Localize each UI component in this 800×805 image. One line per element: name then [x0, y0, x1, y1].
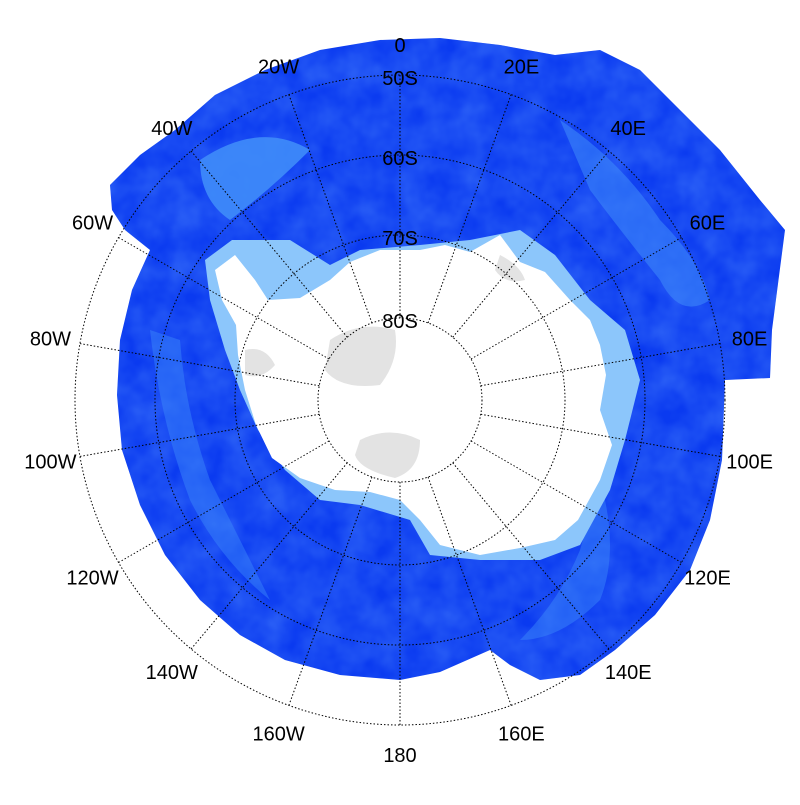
longitude-label: 20W: [258, 56, 299, 78]
latitude-label: 70S: [382, 228, 418, 250]
longitude-label: 80E: [732, 328, 768, 350]
graticule: [74, 74, 726, 726]
longitude-label: 140W: [146, 662, 198, 684]
longitude-label: 120W: [66, 568, 118, 590]
longitude-label: 180: [383, 745, 416, 767]
latitude-circle-70s: [234, 234, 566, 566]
longitude-label: 100W: [24, 452, 76, 474]
longitude-label: 40E: [610, 118, 646, 140]
longitude-label: 0: [394, 35, 405, 57]
longitude-label: 40W: [151, 118, 192, 140]
longitude-label: 60W: [72, 213, 113, 235]
longitude-label: 140E: [605, 662, 652, 684]
longitude-label: 20E: [504, 56, 540, 78]
longitude-label: 120E: [684, 568, 731, 590]
longitude-label: 160E: [498, 724, 545, 746]
latitude-label: 80S: [382, 311, 418, 333]
antarctica-landmass: [215, 235, 612, 555]
latitude-labels: 50S 60S 70S 80S: [382, 68, 418, 333]
latitude-circle-50s: [74, 74, 726, 726]
latitude-label: 50S: [382, 68, 418, 90]
longitude-label: 160W: [252, 724, 304, 746]
latitude-circle-60s: [154, 154, 646, 646]
longitude-label: 100E: [726, 452, 773, 474]
longitude-label: 60E: [690, 213, 726, 235]
longitude-labels: 0 20E 40E 60E 80E 100E 120E 140E 160E 180 160W 140W…: [24, 35, 773, 767]
longitude-label: 80W: [30, 328, 71, 350]
latitude-label: 60S: [382, 148, 418, 170]
